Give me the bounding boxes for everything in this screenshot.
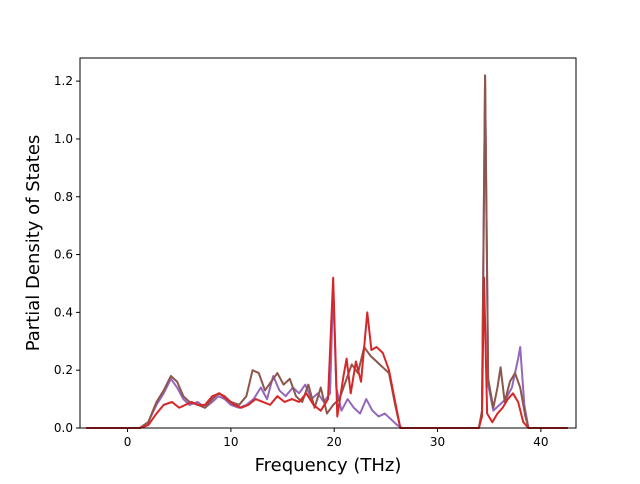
x-axis-label: Frequency (THz) (255, 455, 402, 476)
y-tick-label: 0.2 (54, 363, 73, 377)
series-layer (86, 74, 568, 429)
series-line-3 (86, 276, 568, 429)
x-tick-label: 20 (327, 435, 342, 449)
x-axis-ticks: 0 10 20 30 40 (124, 428, 549, 449)
x-tick-label: 10 (223, 435, 238, 449)
y-axis-label: Partial Density of States (23, 135, 44, 352)
x-tick-label: 30 (430, 435, 445, 449)
y-tick-label: 0.8 (54, 190, 73, 204)
x-tick-label: 0 (124, 435, 132, 449)
y-tick-label: 1.2 (54, 74, 73, 88)
plot-frame (79, 57, 577, 429)
y-tick-label: 0.6 (54, 248, 73, 262)
y-tick-label: 0.0 (54, 421, 73, 435)
y-tick-label: 0.4 (54, 305, 73, 319)
x-tick-label: 40 (533, 435, 548, 449)
y-axis-ticks: 0.0 0.2 0.4 0.6 0.8 1.0 1.2 (54, 74, 80, 435)
y-tick-label: 1.0 (54, 132, 73, 146)
